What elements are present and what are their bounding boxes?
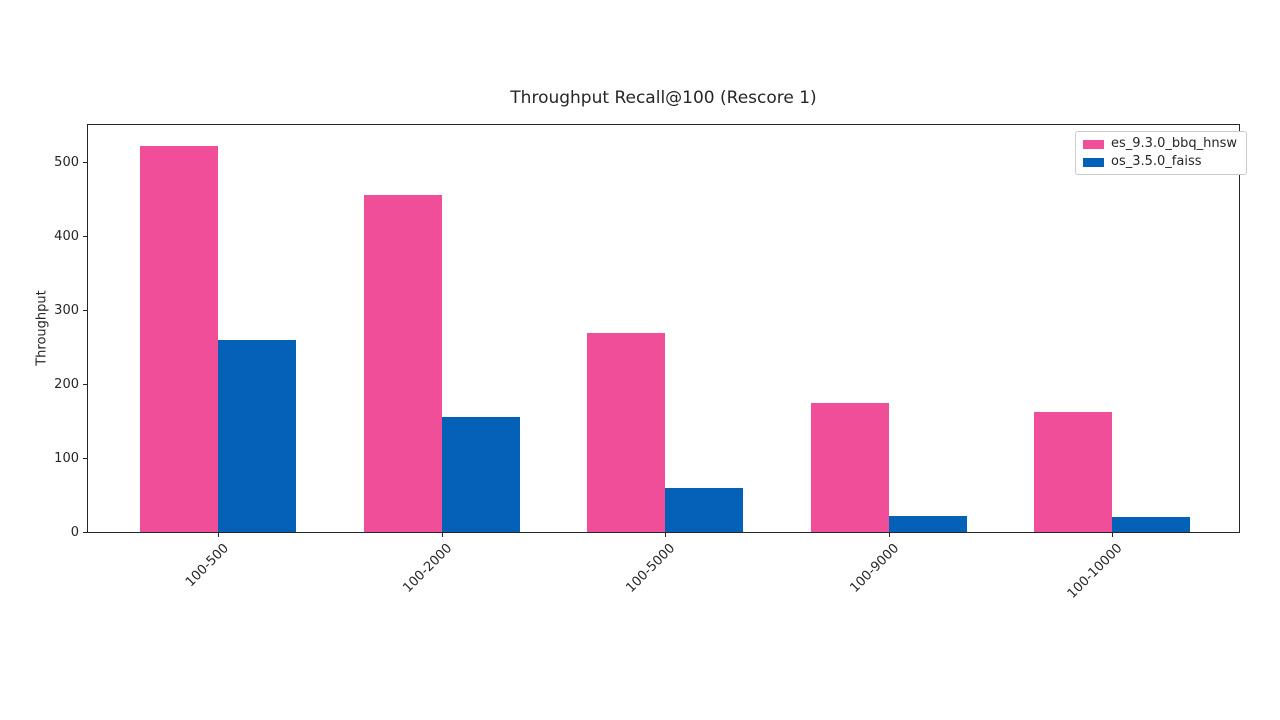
bar-es_9.3.0_bbq_hnsw-100-5000 — [587, 333, 665, 532]
y-tick-label: 0 — [70, 525, 79, 540]
bar-os_3.5.0_faiss-100-10000 — [1112, 517, 1190, 532]
x-tick-mark — [441, 533, 443, 537]
x-tick-mark — [218, 533, 219, 537]
legend-swatch-icon — [1083, 157, 1104, 167]
y-tick-label: 200 — [54, 377, 79, 393]
y-tick-mark — [83, 236, 87, 238]
legend-label: es_9.3.0_bbq_hnsw — [1111, 136, 1237, 151]
legend: es_9.3.0_bbq_hnsw os_3.5.0_faiss — [1075, 131, 1247, 175]
y-tick-label: 400 — [54, 229, 79, 245]
y-tick-mark — [83, 310, 87, 312]
y-tick-mark — [83, 458, 87, 460]
x-tick-label: 100-10000 — [1064, 541, 1126, 602]
x-tick-label: 100-500 — [182, 541, 232, 591]
bar-os_3.5.0_faiss-100-2000 — [441, 417, 520, 532]
bar-os_3.5.0_faiss-100-5000 — [665, 487, 743, 532]
legend-item: es_9.3.0_bbq_hnsw — [1083, 137, 1237, 151]
x-tick-mark — [888, 533, 890, 537]
y-tick-mark — [83, 162, 87, 164]
x-tick-mark — [665, 533, 666, 537]
y-tick-mark — [83, 532, 87, 533]
y-tick-label: 300 — [54, 303, 79, 319]
y-tick-label: 500 — [54, 155, 79, 171]
bar-es_9.3.0_bbq_hnsw-100-9000 — [810, 402, 889, 532]
y-tick-label: 100 — [54, 451, 79, 467]
legend-item: os_3.5.0_faiss — [1083, 155, 1237, 169]
x-tick-label: 100-2000 — [400, 541, 456, 596]
bar-os_3.5.0_faiss-100-9000 — [888, 515, 967, 532]
x-tick-label: 100-9000 — [847, 541, 903, 596]
bar-os_3.5.0_faiss-100-500 — [218, 339, 296, 532]
legend-label: os_3.5.0_faiss — [1111, 154, 1202, 169]
chart-title: Throughput Recall@100 (Rescore 1) — [510, 88, 817, 108]
x-tick-mark — [1112, 533, 1113, 537]
y-axis-label: Throughput — [34, 290, 50, 366]
y-tick-mark — [83, 384, 87, 386]
legend-swatch-icon — [1083, 139, 1104, 149]
bar-es_9.3.0_bbq_hnsw-100-10000 — [1034, 411, 1112, 532]
bar-es_9.3.0_bbq_hnsw-100-500 — [140, 146, 218, 532]
bar-es_9.3.0_bbq_hnsw-100-2000 — [363, 194, 442, 532]
x-tick-label: 100-5000 — [623, 541, 679, 596]
